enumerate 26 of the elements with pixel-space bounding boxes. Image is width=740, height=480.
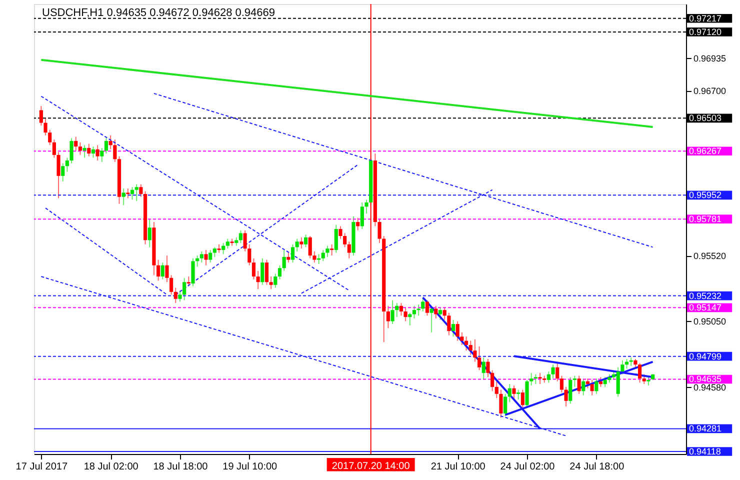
ref-line-label: 0.97217 (689, 13, 722, 24)
x-tick-label: 21 Jul 10:00 (430, 462, 486, 472)
y-tick-label: 0.95520 (694, 251, 726, 262)
ref-line-label: 0.94635 (689, 374, 722, 384)
ref-line-label: 0.96267 (689, 146, 722, 156)
x-tick-label: 18 Jul 02:00 (84, 462, 139, 472)
ref-line-label: 0.97120 (689, 26, 722, 37)
x-tick-label: 19 Jul 10:00 (222, 462, 278, 472)
y-tick-label: 0.94580 (694, 382, 726, 392)
x-tick-label: 24 Jul 02:00 (500, 462, 556, 472)
ref-line-label: 0.95232 (689, 290, 722, 301)
chart-title: USDCHF,H1 0.94635 0.94672 0.94628 0.94669 (42, 7, 276, 19)
x-tick-label: 24 Jul 18:00 (570, 462, 625, 472)
x-tick-label: 17 Jul 2017 (16, 462, 68, 472)
ref-line-label: 0.95781 (689, 214, 722, 224)
ref-line-label: 0.94118 (689, 446, 721, 456)
y-tick-label: 0.96935 (694, 53, 726, 64)
ref-line-label: 0.95952 (689, 190, 722, 200)
y-tick-label: 0.96700 (694, 86, 726, 96)
ref-line-label: 0.96503 (689, 113, 722, 124)
x-tick-label: 2017.07.20 14:00 (332, 461, 410, 472)
ref-line-label: 0.95147 (689, 302, 722, 313)
ref-line-label: 0.94799 (689, 351, 722, 362)
ref-line-label: 0.94281 (689, 424, 722, 434)
y-tick-label: 0.95050 (694, 316, 726, 327)
x-tick-label: 18 Jul 18:00 (153, 462, 208, 472)
